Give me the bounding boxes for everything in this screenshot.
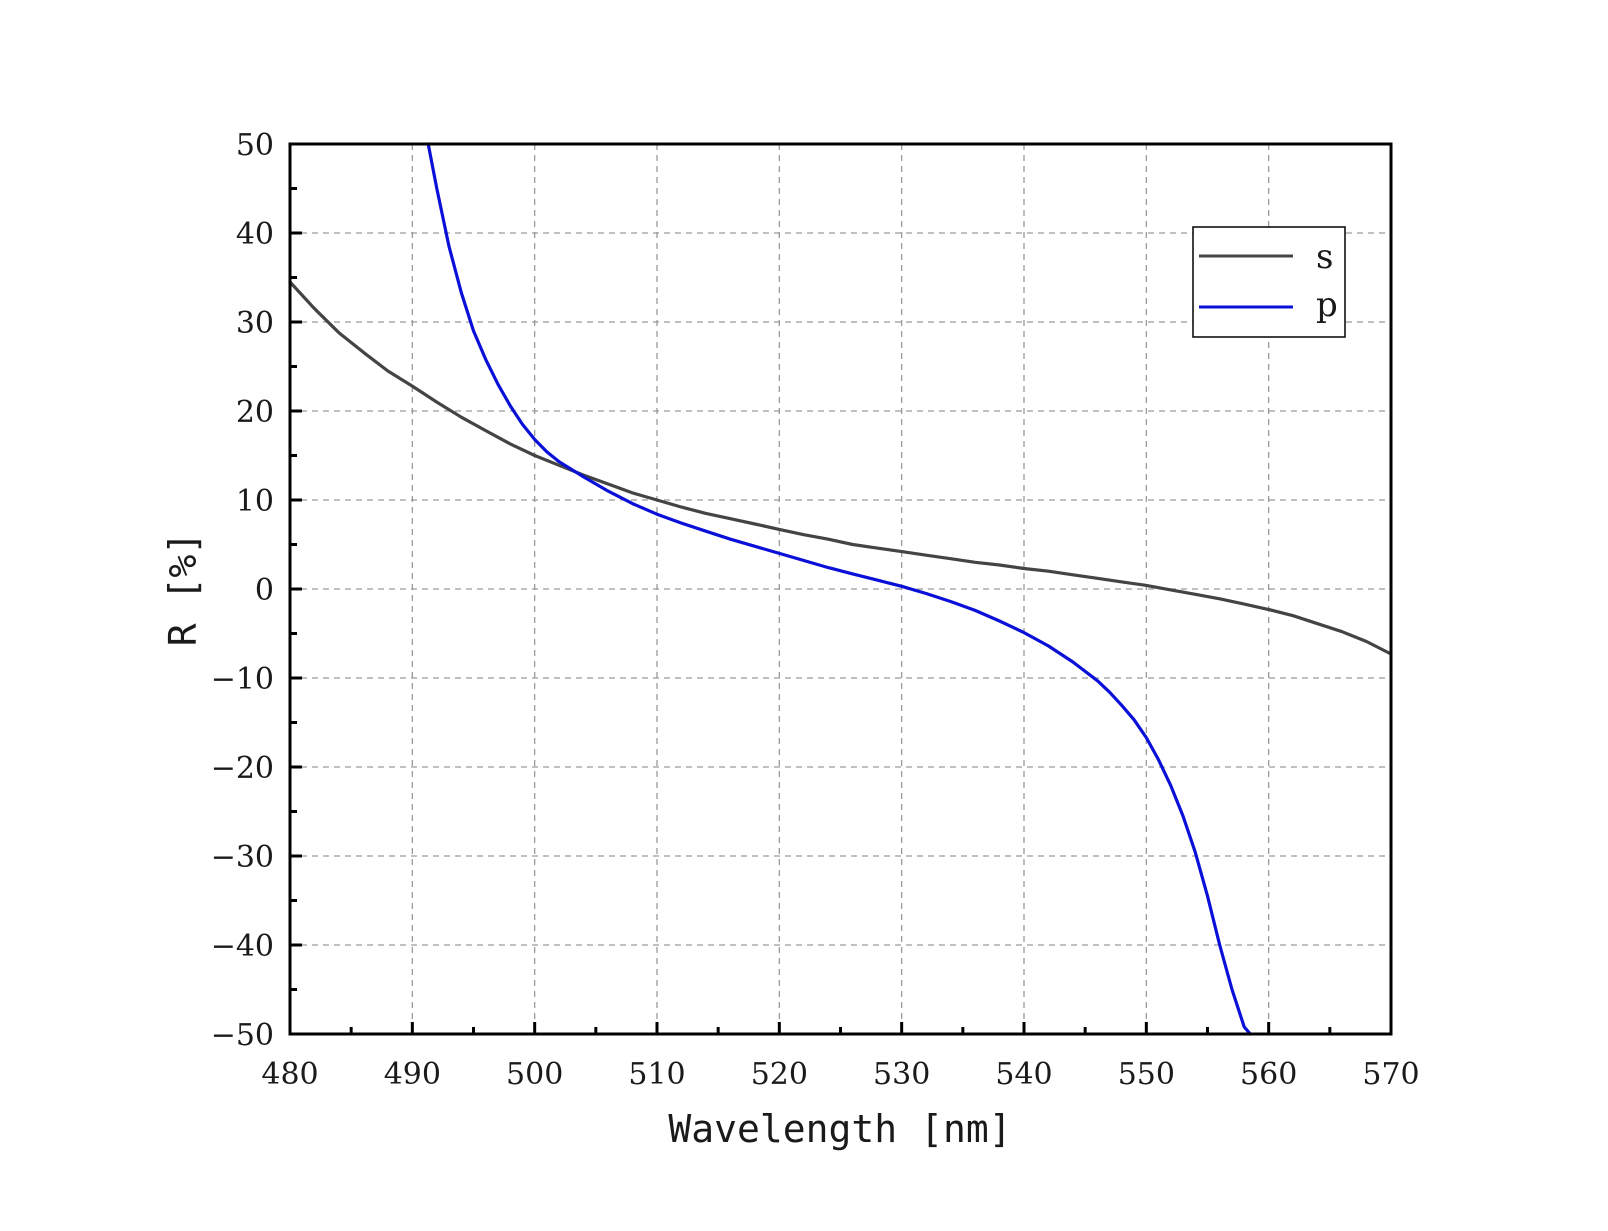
x-tick-label: 490 (384, 1057, 441, 1092)
y-tick-label: 50 (236, 128, 274, 163)
y-tick-label: 20 (236, 395, 274, 430)
y-tick-label: −50 (211, 1018, 274, 1053)
x-tick-labels: 480 490 500 510 520 530 540 550 560 570 (261, 1057, 1419, 1092)
x-tick-label: 550 (1118, 1057, 1175, 1092)
x-tick-label: 570 (1362, 1057, 1419, 1092)
x-tick-label: 480 (261, 1057, 318, 1092)
legend: s p (1192, 226, 1346, 338)
x-axis-title: Wavelength [nm] (668, 1107, 1011, 1151)
y-tick-label: 30 (236, 306, 274, 341)
y-tick-label: −20 (211, 751, 274, 786)
y-tick-label: 40 (236, 217, 274, 252)
x-tick-label: 510 (628, 1057, 685, 1092)
x-tick-label: 520 (751, 1057, 808, 1092)
y-tick-label: −30 (211, 840, 274, 875)
legend-label-p: p (1316, 285, 1338, 325)
y-tick-label: 0 (255, 573, 274, 608)
x-tick-label: 560 (1240, 1057, 1297, 1092)
y-tick-label: 10 (236, 484, 274, 519)
series-line-p (426, 142, 1252, 1036)
x-tick-label: 530 (873, 1057, 930, 1092)
axis-ticks (288, 142, 1393, 1036)
legend-box (1192, 226, 1346, 338)
x-tick-label: 540 (995, 1057, 1052, 1092)
y-tick-label: −40 (211, 929, 274, 964)
x-tick-label: 500 (506, 1057, 563, 1092)
y-tick-labels: −50 −40 −30 −20 −10 0 10 20 30 40 50 (211, 128, 274, 1053)
series-layer (288, 142, 1393, 1036)
y-axis-title: R [%] (161, 532, 205, 646)
y-tick-label: −10 (211, 662, 274, 697)
legend-label-s: s (1316, 237, 1333, 277)
series-line-s (288, 280, 1393, 656)
